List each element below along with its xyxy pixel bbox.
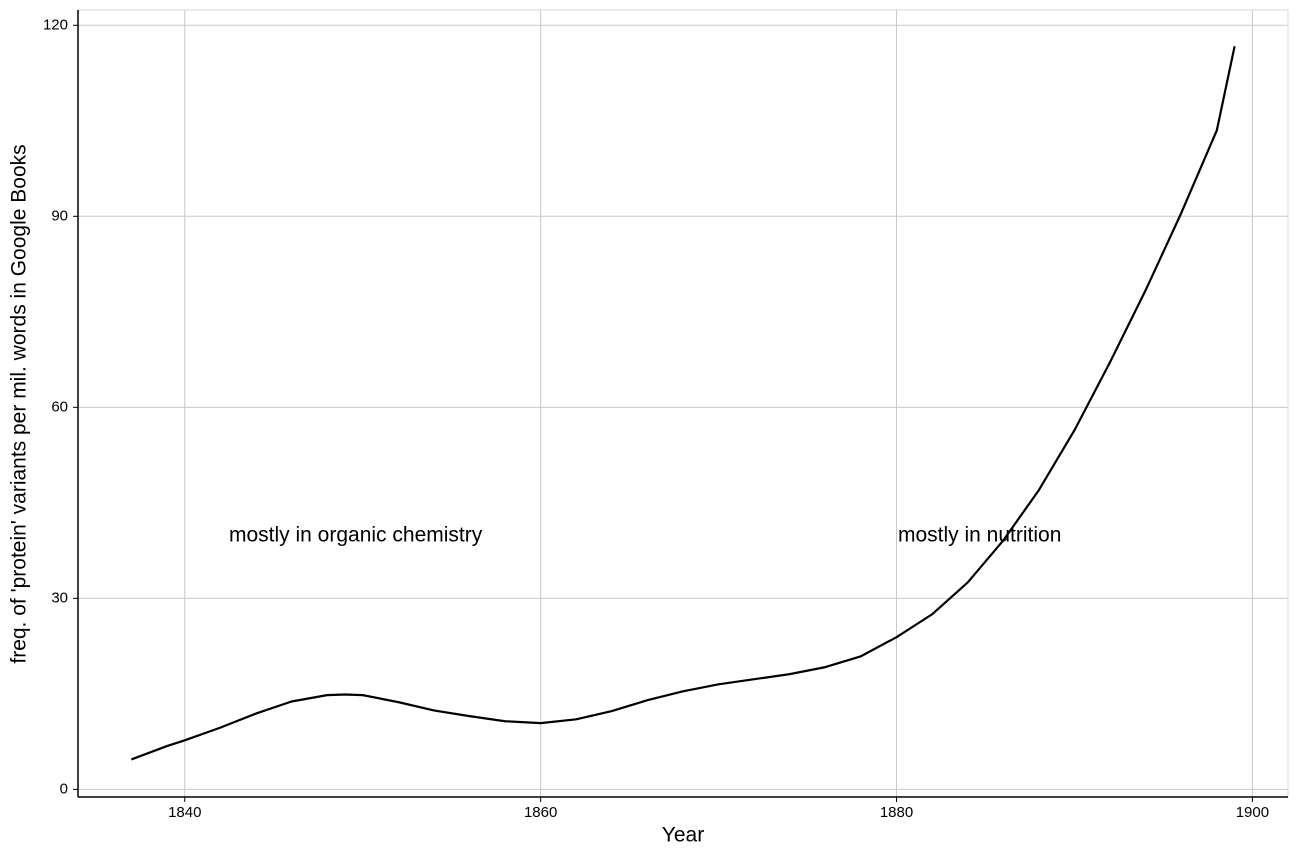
plot-frame <box>77 9 1289 798</box>
x-tick-label: 1860 <box>524 804 557 821</box>
y-axis-title: freq. of 'protein' variants per mil. wor… <box>8 144 31 663</box>
line <box>130 46 1236 761</box>
annotation: mostly in nutrition <box>898 524 1061 547</box>
x-tick-label: 1900 <box>1236 804 1269 821</box>
y-tick-label: 60 <box>51 398 68 415</box>
x-tick-label: 1840 <box>168 804 201 821</box>
x-axis-title: Year <box>662 824 704 847</box>
y-tick-label: 30 <box>51 589 68 606</box>
y-tick-label: 0 <box>60 780 68 797</box>
annotation: mostly in organic chemistry <box>229 524 483 547</box>
y-tick-label: 90 <box>51 207 68 224</box>
y-tick-label: 120 <box>43 16 68 33</box>
x-tick-label: 1880 <box>880 804 913 821</box>
